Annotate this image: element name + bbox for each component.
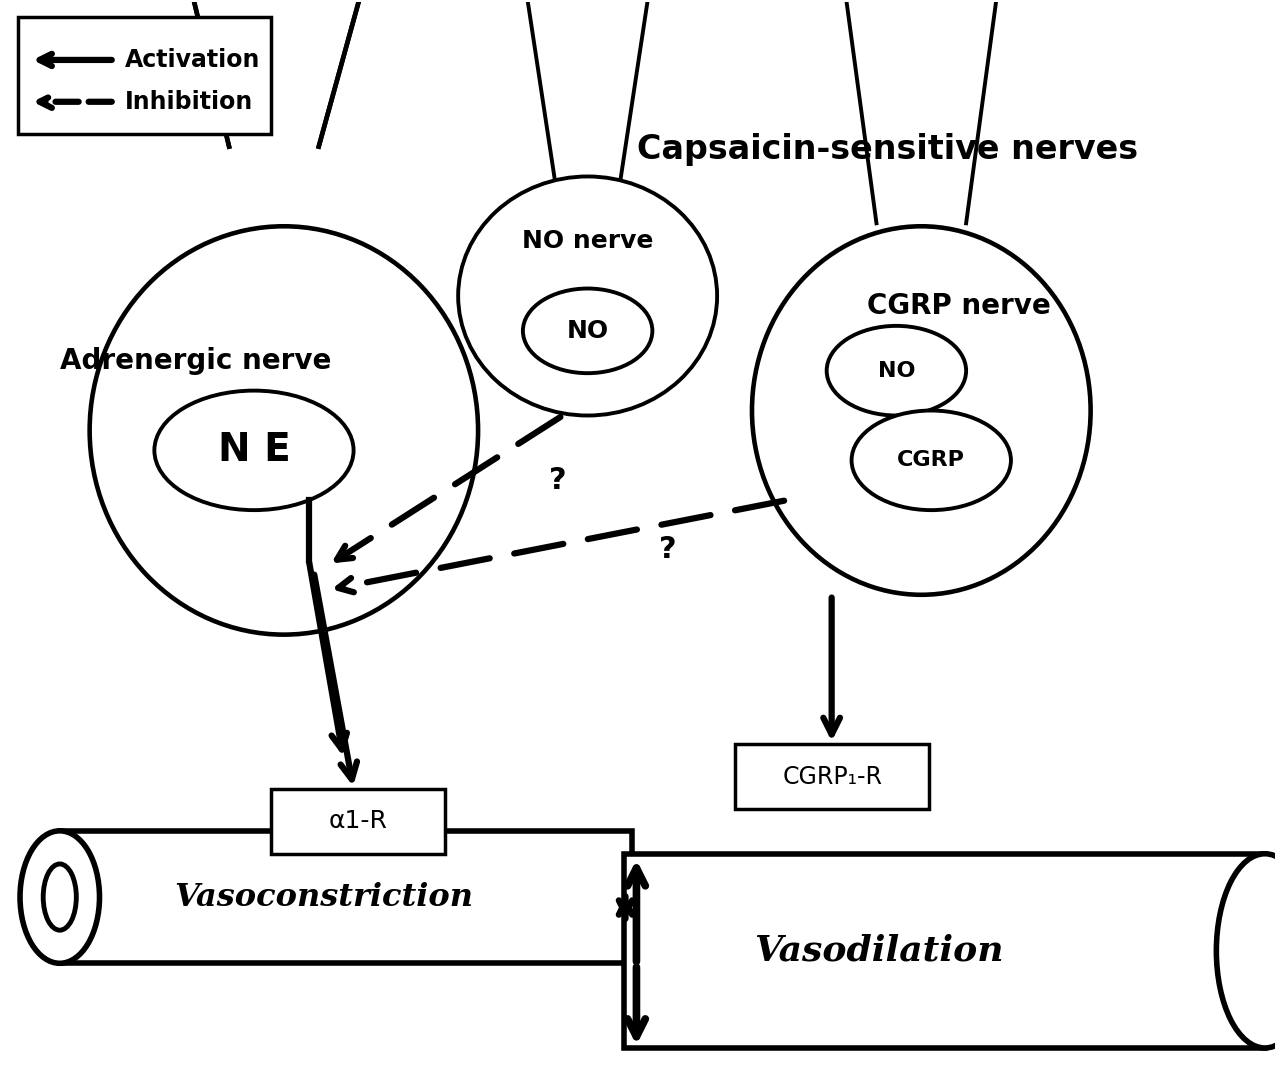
Ellipse shape	[20, 830, 100, 964]
Ellipse shape	[90, 227, 477, 634]
Text: CGRP nerve: CGRP nerve	[867, 292, 1051, 320]
Text: α1-R: α1-R	[329, 810, 388, 834]
Text: ?: ?	[549, 466, 567, 494]
Text: Vasoconstriction: Vasoconstriction	[174, 881, 474, 913]
Ellipse shape	[155, 390, 353, 511]
Bar	[18, 17, 271, 133]
Text: Activation: Activation	[124, 48, 260, 72]
Text: NO: NO	[567, 319, 609, 343]
Ellipse shape	[44, 864, 77, 930]
Ellipse shape	[1216, 854, 1280, 1048]
Bar	[60, 830, 632, 964]
Text: Inhibition: Inhibition	[124, 90, 252, 114]
Text: Adrenergic nerve: Adrenergic nerve	[60, 347, 332, 375]
Bar	[625, 854, 1265, 1048]
Text: NO: NO	[878, 361, 915, 380]
Bar	[735, 745, 929, 809]
Ellipse shape	[851, 411, 1011, 511]
Text: Vasodilation: Vasodilation	[754, 933, 1004, 968]
Text: CGRP₁-R: CGRP₁-R	[782, 764, 882, 788]
Text: Capsaicin-sensitive nerves: Capsaicin-sensitive nerves	[637, 133, 1139, 166]
Text: N E: N E	[218, 431, 291, 469]
Ellipse shape	[751, 227, 1091, 595]
Ellipse shape	[827, 326, 966, 415]
Ellipse shape	[458, 177, 717, 415]
Bar	[271, 789, 445, 854]
Ellipse shape	[524, 288, 653, 373]
Text: CGRP: CGRP	[897, 450, 965, 470]
Text: NO nerve: NO nerve	[522, 229, 653, 254]
Text: ?: ?	[658, 535, 676, 565]
